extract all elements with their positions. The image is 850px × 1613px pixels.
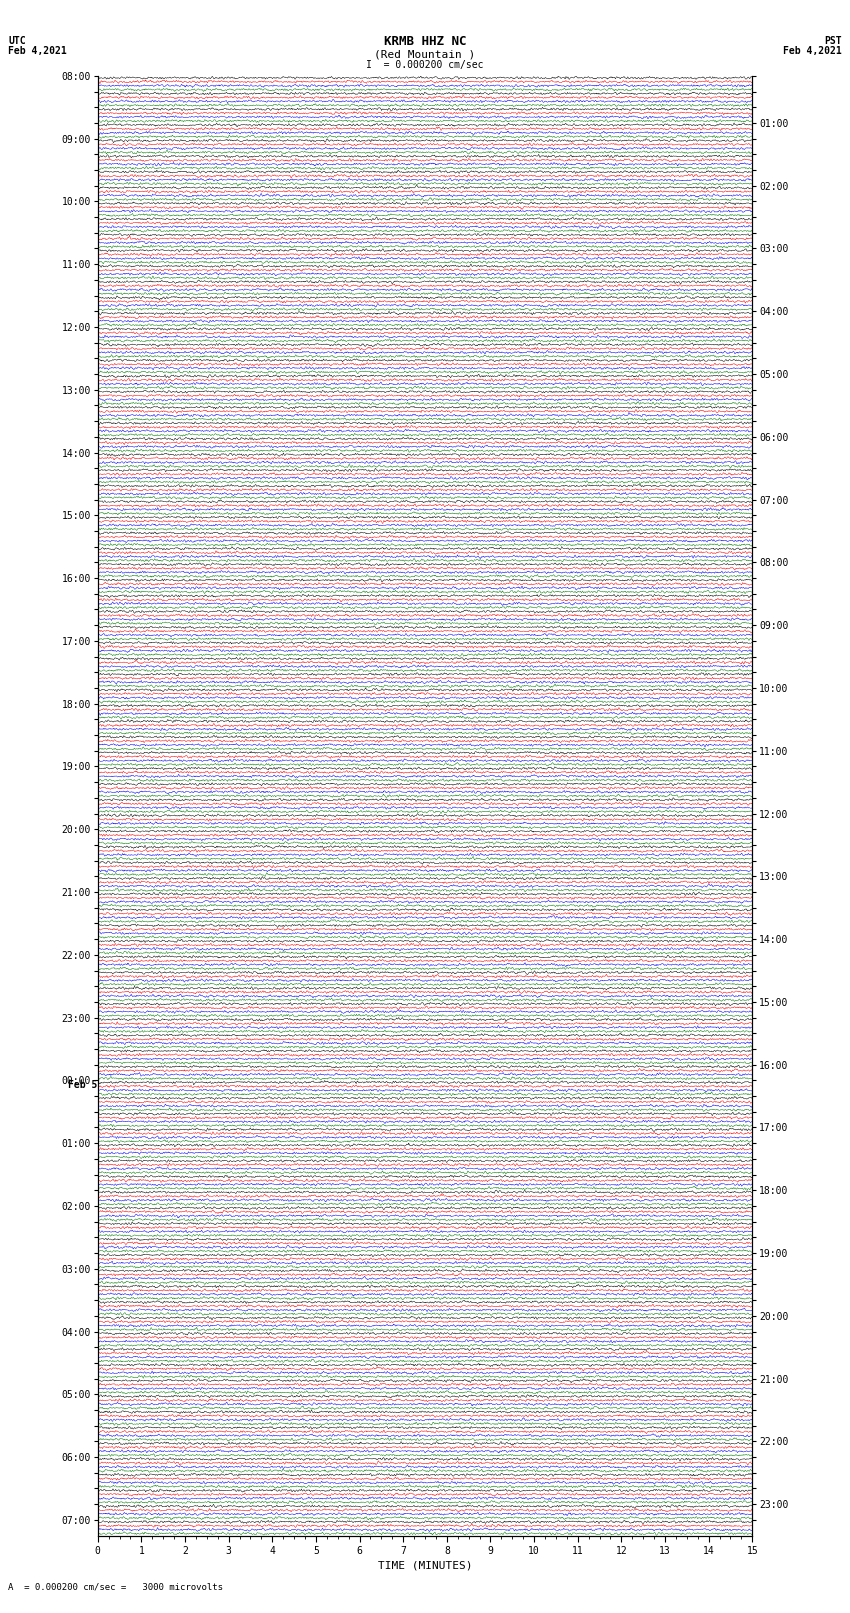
- Text: KRMB HHZ NC: KRMB HHZ NC: [383, 34, 467, 48]
- Text: I  = 0.000200 cm/sec: I = 0.000200 cm/sec: [366, 60, 484, 71]
- Text: Feb 5: Feb 5: [68, 1081, 97, 1090]
- Text: UTC: UTC: [8, 35, 26, 47]
- Text: Feb 4,2021: Feb 4,2021: [783, 45, 842, 56]
- Text: (Red Mountain ): (Red Mountain ): [374, 48, 476, 60]
- Text: PST: PST: [824, 35, 842, 47]
- Text: A  = 0.000200 cm/sec =   3000 microvolts: A = 0.000200 cm/sec = 3000 microvolts: [8, 1582, 224, 1592]
- X-axis label: TIME (MINUTES): TIME (MINUTES): [377, 1560, 473, 1569]
- Text: Feb 4,2021: Feb 4,2021: [8, 45, 67, 56]
